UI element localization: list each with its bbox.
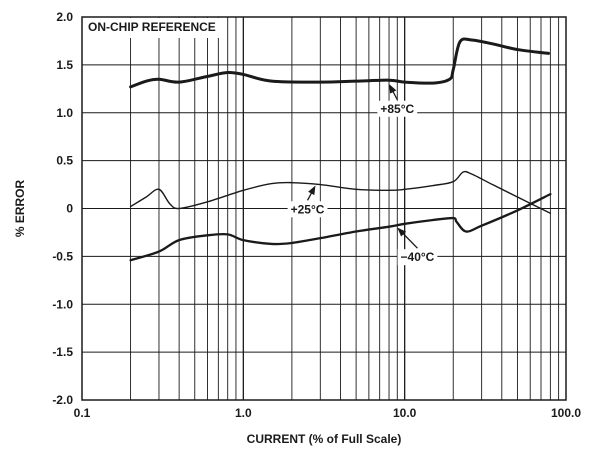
annotation-label-background (287, 201, 328, 218)
annotation-label-background (377, 100, 418, 117)
chart-title: ON-CHIP REFERENCE (88, 20, 216, 34)
series-annotation-label: +25°C (291, 202, 325, 216)
series-annotation-label: −40°C (401, 250, 435, 264)
y-tick-label: -0.5 (52, 249, 73, 263)
series-line (129, 37, 551, 89)
y-tick-label: -2.0 (52, 393, 73, 407)
series-line (129, 170, 552, 214)
y-tick-label: 1.5 (56, 58, 73, 72)
annotation-arrowhead (308, 185, 316, 196)
chart-title-background (83, 18, 223, 38)
y-tick-label: -1.5 (52, 345, 73, 359)
annotation-arrows (287, 84, 438, 266)
series-annotation-label: +85°C (380, 102, 414, 116)
series-line (129, 192, 552, 262)
y-tick-labels: 2.0 1.5 1.0 0.5 0 -0.5 -1.0 -1.5 -2.0 (52, 10, 73, 407)
y-tick-label: 0 (66, 202, 73, 216)
x-tick-labels: 0.1 1.0 10.0 100.0 (74, 406, 582, 420)
y-tick-label: 1.0 (56, 106, 73, 120)
x-tick-label: 1.0 (235, 406, 252, 420)
x-tick-label: 100.0 (551, 406, 581, 420)
plot-frame (81, 16, 567, 401)
y-tick-label: -1.0 (52, 297, 73, 311)
series-group (129, 37, 552, 262)
annotation-arrowhead (397, 227, 407, 237)
y-axis-label: % ERROR (13, 179, 27, 237)
y-tick-label: 0.5 (56, 154, 73, 168)
y-tick-label: 2.0 (56, 10, 73, 24)
x-tick-label: 0.1 (74, 406, 91, 420)
annotation-label-background (397, 249, 438, 266)
annotation-arrowhead (389, 84, 397, 94)
x-tick-label: 10.0 (393, 406, 417, 420)
annotation-arrow-line (401, 232, 418, 249)
x-axis-label: CURRENT (% of Full Scale) (247, 432, 402, 446)
annotation-labels: +85°C +25°C −40°C (291, 102, 435, 264)
